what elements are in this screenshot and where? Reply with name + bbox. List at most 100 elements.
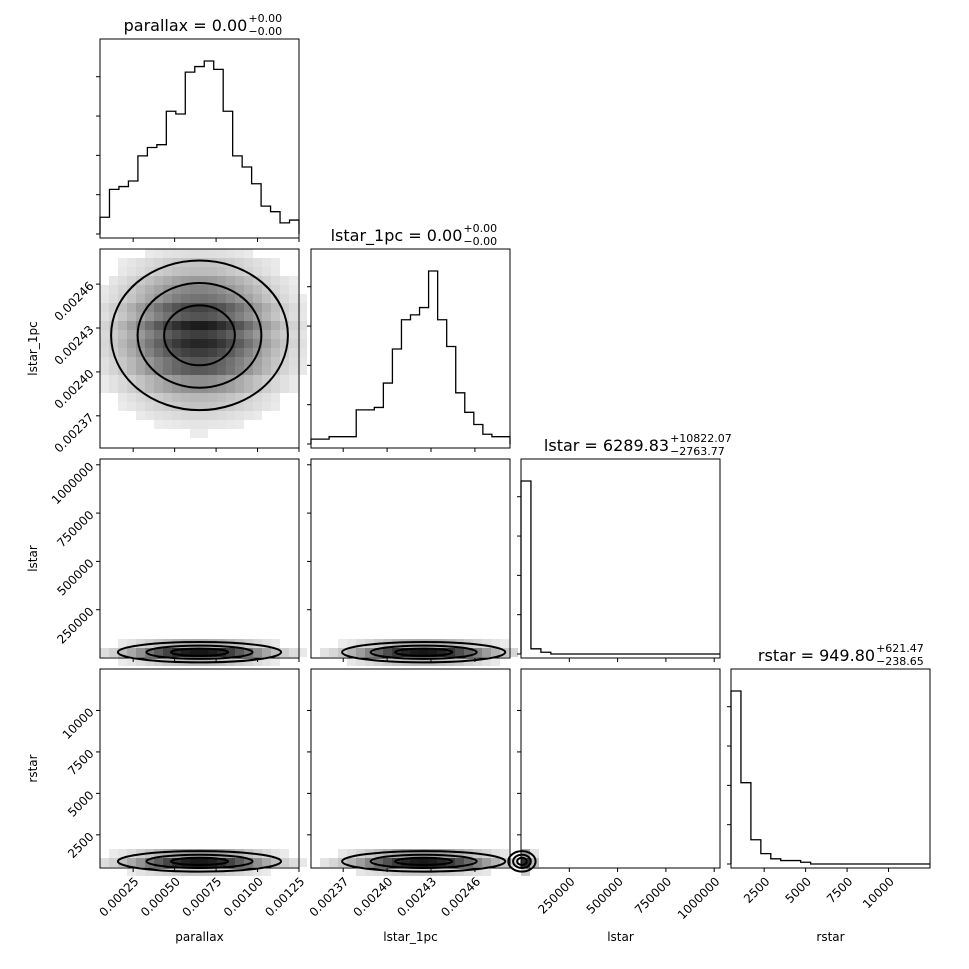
density-cell	[217, 348, 226, 357]
density-cell	[244, 285, 253, 294]
density-cell	[464, 867, 473, 876]
density-cell	[145, 294, 154, 303]
density-cell	[199, 321, 208, 330]
density-cell	[271, 321, 280, 330]
density-cell	[226, 258, 235, 267]
density-cell	[419, 648, 428, 657]
density-cell	[208, 294, 217, 303]
density-cell	[190, 366, 199, 375]
density-cell	[145, 267, 154, 276]
density-cell	[271, 657, 280, 666]
density-cell	[208, 411, 217, 420]
density-cell	[208, 267, 217, 276]
density-cell	[172, 321, 181, 330]
density-cell	[338, 849, 347, 858]
density-cell	[118, 321, 127, 330]
density-cell	[253, 384, 262, 393]
density-cell	[199, 648, 208, 657]
density-cell	[329, 648, 338, 657]
panel-lstar_1pc-lstar	[310, 458, 511, 659]
density-cell	[262, 276, 271, 285]
density-cell	[136, 657, 145, 666]
x-axis-label-lstar: lstar	[607, 930, 634, 944]
density-cell	[181, 420, 190, 429]
density-cell	[253, 639, 262, 648]
density-cell	[145, 258, 154, 267]
density-cell	[356, 639, 365, 648]
density-cell	[163, 849, 172, 858]
density-cell	[109, 384, 118, 393]
density-cell	[235, 858, 244, 867]
density-cell	[136, 393, 145, 402]
density-cell	[235, 321, 244, 330]
panel-lstar_1pc-lstar_1pc	[310, 248, 511, 449]
density-cell	[118, 312, 127, 321]
density-cell	[262, 303, 271, 312]
density-cell	[271, 285, 280, 294]
density-cell	[244, 648, 253, 657]
density-cell	[118, 648, 127, 657]
density-cell	[118, 384, 127, 393]
density-cell	[100, 285, 109, 294]
density-cell	[464, 648, 473, 657]
density-cell	[226, 276, 235, 285]
density-cell	[271, 384, 280, 393]
y-axis-label-rstar: rstar	[26, 754, 40, 782]
density-cell	[208, 249, 217, 258]
density-cell	[262, 267, 271, 276]
density-cell	[262, 648, 271, 657]
density-cell	[136, 330, 145, 339]
density-cell	[374, 858, 383, 867]
density-cell	[509, 648, 518, 657]
density-cell	[347, 648, 356, 657]
density-cell	[145, 648, 154, 657]
density-cell	[208, 258, 217, 267]
density-cell	[190, 411, 199, 420]
density-cell	[365, 858, 374, 867]
density-cell	[172, 420, 181, 429]
contour-level-1	[116, 850, 283, 873]
density-cell	[289, 276, 298, 285]
density-cell	[208, 384, 217, 393]
density-cell	[473, 867, 482, 876]
density-cell	[208, 639, 217, 648]
density-cell	[298, 366, 307, 375]
density-cell	[118, 330, 127, 339]
density-cell	[190, 249, 199, 258]
density-cell	[244, 657, 253, 666]
density-cell	[190, 330, 199, 339]
density-cell	[226, 384, 235, 393]
density-cell	[253, 648, 262, 657]
title-lstar: lstar = 6289.83	[544, 436, 669, 455]
density-cell	[298, 303, 307, 312]
density-cell	[208, 312, 217, 321]
density-cell	[253, 357, 262, 366]
density-cell	[482, 657, 491, 666]
density-cell	[262, 357, 271, 366]
density-cell	[181, 393, 190, 402]
panel-rstar-rstar	[730, 668, 931, 869]
density-cell	[199, 639, 208, 648]
density-cell	[226, 402, 235, 411]
density-cell	[253, 276, 262, 285]
density-cell	[136, 867, 145, 876]
density-cell	[118, 357, 127, 366]
density-cell	[163, 402, 172, 411]
density-cell	[289, 303, 298, 312]
density-cell	[172, 648, 181, 657]
hist-lstar	[520, 480, 720, 655]
density-cell	[199, 411, 208, 420]
density-cell	[226, 648, 235, 657]
density-cell	[289, 330, 298, 339]
density-cell	[100, 858, 109, 867]
density-cell	[235, 294, 244, 303]
density-cell	[329, 858, 338, 867]
density-cell	[172, 249, 181, 258]
density-cell	[109, 366, 118, 375]
density-cell	[217, 357, 226, 366]
contour-level-3	[163, 304, 236, 367]
density-cell	[118, 348, 127, 357]
density-cell	[365, 657, 374, 666]
density-cell	[172, 849, 181, 858]
density-cell	[136, 639, 145, 648]
